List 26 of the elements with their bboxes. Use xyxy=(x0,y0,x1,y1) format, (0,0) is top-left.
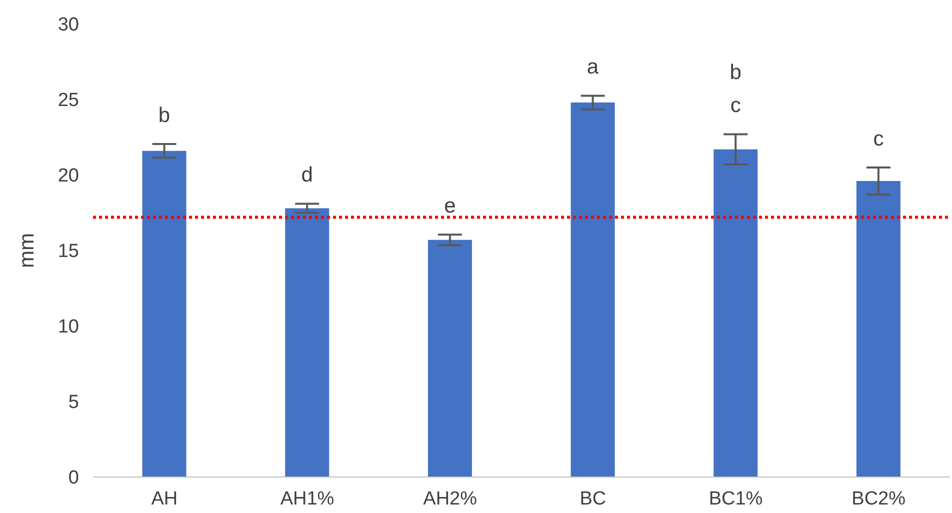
y-tick-label: 20 xyxy=(58,166,79,187)
data-label: c xyxy=(873,127,884,150)
bar xyxy=(285,208,330,477)
y-tick-label: 30 xyxy=(58,14,79,36)
y-tick-label: 5 xyxy=(68,392,79,414)
data-label: e xyxy=(444,194,456,218)
data-label: b xyxy=(158,104,170,128)
data-label: d xyxy=(301,164,313,187)
x-tick-label: BC1% xyxy=(708,488,763,510)
x-tick-label: AH2% xyxy=(423,488,478,510)
data-label: a xyxy=(586,56,599,79)
bar xyxy=(142,150,186,477)
x-tick-label: AH1% xyxy=(280,488,334,510)
y-tick-label: 0 xyxy=(68,468,79,489)
y-tick-label: 15 xyxy=(58,241,79,262)
bar xyxy=(428,240,472,477)
bar xyxy=(714,149,758,477)
y-tick-label: 25 xyxy=(58,90,79,112)
x-tick-label: BC2% xyxy=(852,488,906,510)
y-tick-label: 10 xyxy=(58,316,79,338)
y-axis-title: mm xyxy=(15,233,38,268)
data-label: b c xyxy=(730,61,742,118)
bar xyxy=(856,181,900,477)
x-tick-label: AH xyxy=(151,488,178,510)
x-tick-label: BC xyxy=(580,488,606,510)
bar xyxy=(570,102,615,477)
